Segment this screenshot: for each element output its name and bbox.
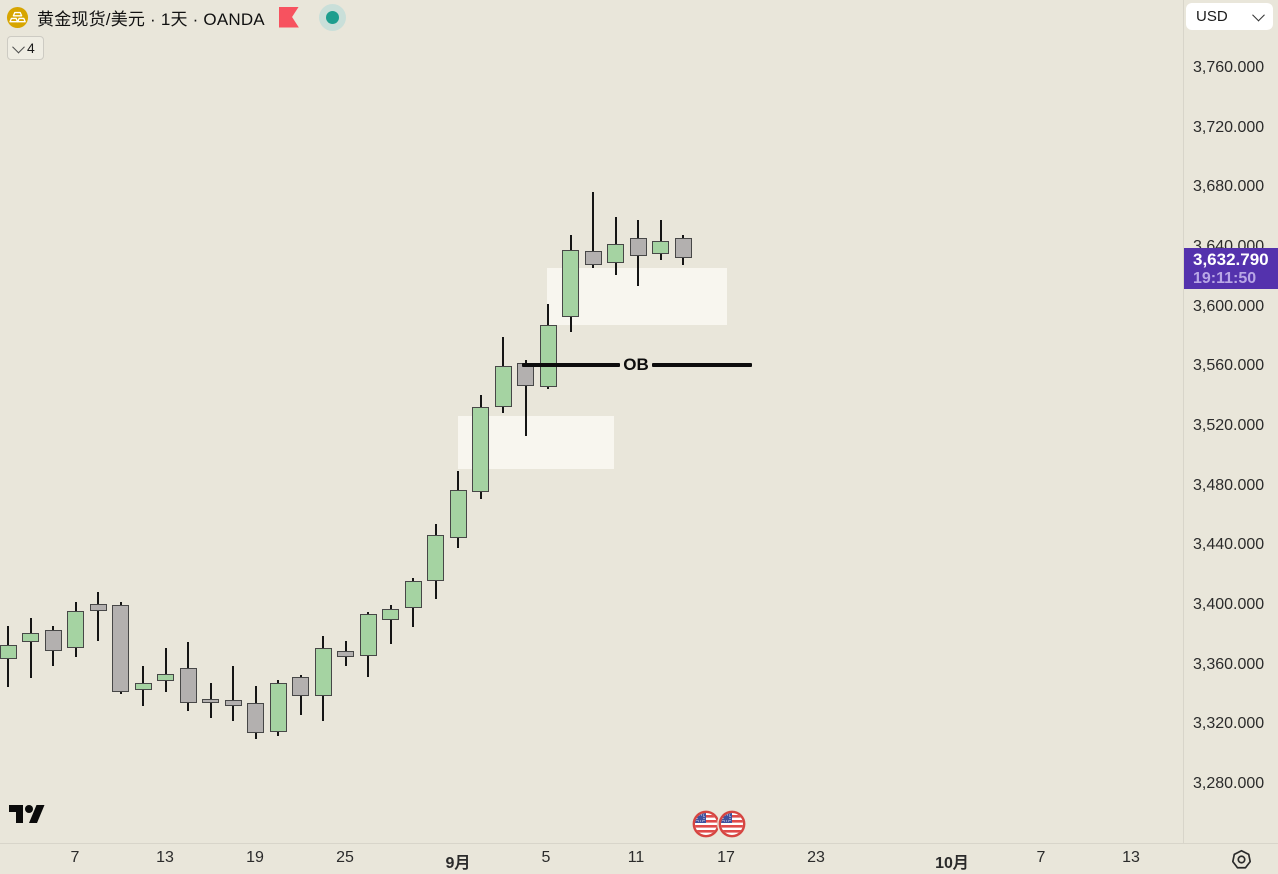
candle-body (382, 609, 399, 620)
time-axis-label: 10月 (935, 855, 969, 872)
candle-body (247, 703, 264, 734)
time-axis-label: 25 (336, 849, 354, 866)
market-open-dot (325, 10, 339, 24)
time-axis-label: 13 (1122, 849, 1140, 866)
chevron-down-icon (1252, 8, 1265, 22)
candle-wick (164, 648, 167, 692)
price-tick-label: 3,280.000 (1193, 775, 1265, 792)
price-tick-label: 3,440.000 (1193, 536, 1265, 554)
candle-wick (659, 220, 662, 261)
current-price-label[interactable]: 3,632.790 19:11:50 (1184, 247, 1278, 289)
candle-body (314, 648, 332, 696)
candle-body (0, 645, 17, 659)
candle-body (157, 673, 174, 682)
candle-body (629, 238, 647, 256)
candle-body (89, 603, 107, 611)
us-economic-events-icon[interactable] (691, 809, 747, 839)
time-axis-label: 13 (156, 849, 174, 866)
time-axis-label: 23 (807, 849, 825, 866)
price-axis[interactable]: 3,632.790 19:11:50 3,760.000 3,720.000 3,6… (1183, 0, 1278, 843)
candle-body (359, 613, 377, 656)
currency-selector[interactable]: USD (1186, 3, 1273, 30)
candle-body (67, 610, 84, 649)
ob-line-segment[interactable] (522, 362, 620, 367)
time-axis-label: 7 (1036, 849, 1046, 866)
current-price-value: 3,632.790 (1193, 249, 1269, 269)
us-flag-icon (692, 810, 720, 838)
candle-wick (29, 618, 32, 679)
candle-wick (592, 191, 594, 268)
candle-body (472, 406, 489, 492)
candle-wick (97, 591, 99, 641)
price-tick-label: 3,560.000 (1193, 357, 1265, 375)
candle-wick (524, 360, 527, 437)
ob-line-segment[interactable] (652, 362, 752, 367)
candle-body (44, 630, 62, 652)
candle-body (269, 682, 287, 732)
price-tick-label: 3,760.000 (1193, 59, 1265, 76)
candle-body (404, 581, 422, 608)
price-tick-label: 3,400.000 (1193, 596, 1265, 613)
gold-coin-icon (6, 6, 29, 28)
candle-wick (389, 605, 392, 644)
candle-body (134, 682, 152, 691)
candle-body (607, 244, 624, 264)
time-axis-label: 5 (541, 849, 551, 866)
bar-countdown-time: 19:11:50 (1193, 269, 1257, 287)
time-axis-label: 7 (70, 849, 80, 866)
time-axis-label: 11 (627, 849, 645, 866)
candle-body (652, 241, 669, 255)
chevron-down-icon (12, 40, 25, 53)
time-axis-label: 17 (717, 849, 735, 866)
price-tick-label: 3,320.000 (1193, 715, 1265, 733)
candle-body (337, 651, 354, 658)
time-axis-label: 19 (246, 849, 264, 866)
price-tick-label: 3,480.000 (1193, 476, 1265, 494)
tradingview-logo-icon[interactable] (8, 801, 46, 829)
us-flag-icon (717, 809, 747, 839)
candle-body (584, 251, 602, 265)
price-tick-label: 3,720.000 (1193, 118, 1265, 136)
chart-legend: 黄金现货/美元 · 1天 · OANDA 4 (6, 3, 346, 60)
chart-pane[interactable]: OB (0, 0, 1183, 843)
currency-value: USD (1196, 8, 1228, 25)
market-status-icon[interactable] (318, 3, 346, 31)
price-tick-label: 3,680.000 (1193, 178, 1265, 196)
ob-line-label[interactable]: OB (623, 354, 649, 374)
price-tick-label: 3,360.000 (1193, 655, 1265, 673)
candle-body (292, 676, 309, 696)
candle-body (427, 534, 444, 582)
flagged-symbol-icon[interactable] (278, 6, 299, 28)
time-axis-label: 9月 (445, 855, 471, 872)
axis-settings-gear-icon[interactable] (1230, 848, 1253, 871)
candle-body (494, 366, 512, 407)
candle-body (674, 238, 692, 258)
candle-body (224, 700, 242, 707)
candle-body (562, 249, 579, 318)
candle-body (179, 667, 197, 704)
candle-body (449, 490, 467, 538)
symbol-title[interactable]: 黄金现货/美元 · 1天 · OANDA (37, 9, 265, 29)
candle-body (539, 324, 557, 388)
candle-wick (232, 666, 234, 722)
candle-body (22, 633, 39, 643)
candle-body (112, 605, 129, 692)
object-count: 4 (27, 40, 35, 56)
time-axis[interactable]: 7 13 19 25 9月 5 11 17 23 10月 7 13 (0, 843, 1278, 874)
candle-body (202, 698, 219, 704)
price-tick-label: 3,520.000 (1193, 417, 1265, 434)
object-tree-badge[interactable]: 4 (7, 36, 44, 60)
price-tick-label: 3,600.000 (1193, 297, 1265, 315)
